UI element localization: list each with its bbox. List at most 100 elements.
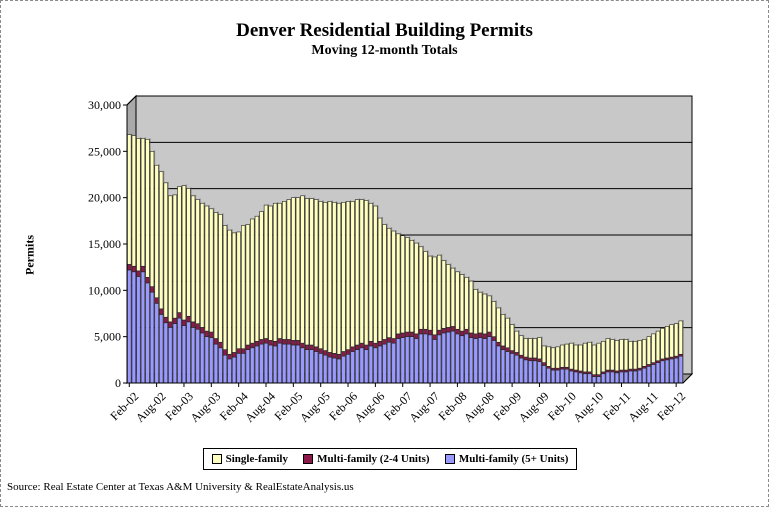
bar-multi-family-5-plus bbox=[450, 330, 456, 384]
bar-multi-family-2-4 bbox=[386, 337, 392, 343]
x-tick-label: Aug-11 bbox=[625, 389, 661, 425]
bar-multi-family-2-4 bbox=[263, 338, 269, 344]
bar-multi-family-2-4 bbox=[409, 331, 415, 337]
legend: Single-family Multi-family (2-4 Units) M… bbox=[203, 448, 577, 470]
bar-multi-family-5-plus bbox=[459, 335, 465, 384]
bar-multi-family-2-4 bbox=[414, 333, 419, 339]
bar-multi-family-5-plus bbox=[400, 337, 405, 384]
bar-single-family bbox=[427, 255, 433, 331]
bar-multi-family-5-plus bbox=[478, 337, 483, 384]
bar-multi-family-5-plus bbox=[427, 334, 433, 384]
bar-multi-family-2-4 bbox=[136, 270, 141, 277]
bar-single-family bbox=[446, 264, 451, 328]
bar-single-family bbox=[323, 202, 328, 351]
bar-multi-family-2-4 bbox=[541, 362, 547, 366]
bar-single-family bbox=[382, 224, 387, 340]
bar-multi-family-2-4 bbox=[505, 347, 510, 352]
bar-single-family bbox=[569, 342, 574, 370]
x-tick-label: Aug-04 bbox=[242, 389, 278, 425]
bar-single-family bbox=[245, 224, 250, 346]
bar-single-family bbox=[177, 186, 182, 313]
bar-multi-family-2-4 bbox=[254, 340, 260, 347]
bar-multi-family-5-plus bbox=[496, 345, 501, 384]
bar-multi-family-5-plus bbox=[332, 357, 337, 384]
bar-multi-family-5-plus bbox=[587, 373, 592, 384]
bar-single-family bbox=[286, 199, 291, 340]
bar-single-family bbox=[282, 201, 287, 340]
bar-multi-family-2-4 bbox=[241, 348, 246, 354]
bar-multi-family-2-4 bbox=[427, 329, 433, 336]
bar-multi-family-2-4 bbox=[318, 348, 323, 354]
bar-multi-family-5-plus bbox=[441, 332, 446, 384]
bar-multi-family-5-plus bbox=[473, 338, 478, 384]
bar-multi-family-5-plus bbox=[186, 321, 191, 384]
bar-single-family bbox=[386, 227, 392, 338]
bar-multi-family-2-4 bbox=[514, 352, 519, 356]
bar-multi-family-5-plus bbox=[386, 341, 392, 384]
bar-multi-family-5-plus bbox=[491, 340, 497, 384]
bar-multi-family-5-plus bbox=[190, 327, 196, 384]
bar-multi-family-2-4 bbox=[200, 327, 205, 334]
bar-multi-family-5-plus bbox=[318, 353, 323, 384]
bar-multi-family-5-plus bbox=[614, 372, 620, 384]
bar-single-family bbox=[532, 338, 538, 359]
bar-multi-family-5-plus bbox=[414, 338, 419, 384]
bar-multi-family-5-plus bbox=[437, 334, 442, 384]
bar-multi-family-2-4 bbox=[295, 340, 301, 346]
bar-single-family bbox=[478, 291, 483, 334]
bar-multi-family-2-4 bbox=[519, 354, 524, 359]
bar-single-family bbox=[605, 338, 610, 371]
bar-multi-family-5-plus bbox=[241, 353, 246, 384]
bar-multi-family-5-plus bbox=[254, 345, 260, 384]
bar-multi-family-2-4 bbox=[163, 316, 168, 324]
bar-single-family bbox=[163, 182, 168, 318]
bar-multi-family-5-plus bbox=[464, 333, 469, 384]
bar-single-family bbox=[491, 301, 497, 337]
bar-single-family bbox=[587, 341, 592, 373]
bar-multi-family-2-4 bbox=[468, 332, 474, 338]
legend-label-single-family: Single-family bbox=[225, 453, 288, 465]
bar-multi-family-2-4 bbox=[204, 330, 209, 337]
bar-multi-family-5-plus bbox=[177, 317, 182, 384]
bar-single-family bbox=[172, 194, 178, 319]
bar-multi-family-5-plus bbox=[623, 371, 629, 384]
bar-single-family bbox=[373, 205, 378, 344]
bar-single-family bbox=[241, 225, 246, 350]
bar-single-family bbox=[309, 198, 314, 346]
bar-multi-family-5-plus bbox=[468, 337, 474, 384]
bar-single-family bbox=[149, 151, 155, 287]
bar-single-family bbox=[213, 212, 219, 339]
bar-multi-family-2-4 bbox=[222, 349, 228, 356]
bar-single-family bbox=[591, 344, 597, 375]
bar-single-family bbox=[637, 340, 642, 369]
bar-multi-family-5-plus bbox=[277, 342, 282, 384]
bar-multi-family-5-plus bbox=[509, 353, 515, 384]
bar-single-family bbox=[318, 201, 323, 350]
bar-single-family bbox=[327, 201, 332, 353]
bar-single-family bbox=[632, 340, 638, 370]
bar-multi-family-2-4 bbox=[523, 356, 528, 361]
bar-multi-family-5-plus bbox=[555, 369, 560, 384]
bar-single-family bbox=[254, 215, 260, 342]
bar-single-family bbox=[168, 195, 173, 323]
x-tick-label: Aug-09 bbox=[516, 389, 552, 425]
x-tick-label: Aug-08 bbox=[461, 389, 497, 425]
bar-multi-family-5-plus bbox=[364, 349, 369, 384]
bar-multi-family-5-plus bbox=[250, 347, 255, 384]
y-tick-label: 30,000 bbox=[88, 98, 121, 112]
bar-single-family bbox=[222, 225, 228, 350]
bar-single-family bbox=[377, 217, 383, 342]
bar-multi-family-5-plus bbox=[323, 354, 328, 384]
bar-multi-family-2-4 bbox=[300, 342, 305, 349]
bar-single-family bbox=[564, 343, 569, 368]
bar-single-family bbox=[455, 271, 460, 330]
bar-multi-family-2-4 bbox=[323, 350, 328, 356]
bar-multi-family-5-plus bbox=[405, 336, 410, 384]
bar-single-family bbox=[582, 342, 588, 373]
bar-multi-family-2-4 bbox=[405, 331, 410, 337]
bar-multi-family-5-plus bbox=[391, 342, 396, 384]
bar-multi-family-5-plus bbox=[282, 343, 287, 384]
bar-multi-family-2-4 bbox=[441, 328, 446, 334]
bar-single-family bbox=[664, 326, 670, 359]
bar-multi-family-5-plus bbox=[642, 367, 647, 384]
